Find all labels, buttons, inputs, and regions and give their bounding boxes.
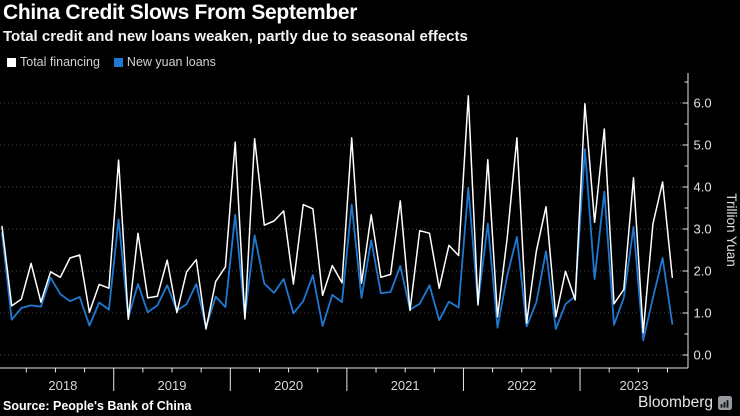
y-axis-title: Trillion Yuan <box>724 193 739 267</box>
x-year-label: 2022 <box>507 378 536 393</box>
line-chart-plot: 0.0 1.0 2.0 3.0 4.0 5.0 6.0 2018 2019 2020 2021 202… <box>0 0 740 416</box>
x-year-label: 2019 <box>158 378 187 393</box>
new-yuan-loans-line <box>2 149 672 340</box>
bloomberg-chart-card: China Credit Slows From September Total … <box>0 0 740 416</box>
y-tick-label: 5.0 <box>694 138 712 153</box>
y-tick-label: 2.0 <box>694 264 712 279</box>
bloomberg-logo: Bloomberg <box>638 394 732 412</box>
y-tick-label: 1.0 <box>694 306 712 321</box>
x-year-label: 2018 <box>48 378 77 393</box>
y-tick-label: 6.0 <box>694 96 712 111</box>
y-tick-label: 0.0 <box>694 348 712 363</box>
total-financing-line <box>2 96 672 333</box>
bloomberg-wordmark: Bloomberg <box>638 394 713 412</box>
y-tick-label: 4.0 <box>694 180 712 195</box>
x-year-label: 2021 <box>391 378 420 393</box>
x-year-label: 2023 <box>620 378 649 393</box>
x-year-label: 2020 <box>274 378 303 393</box>
source-credit: Source: People's Bank of China <box>3 399 191 413</box>
bar-chart-icon <box>718 396 732 410</box>
y-tick-label: 3.0 <box>694 222 712 237</box>
